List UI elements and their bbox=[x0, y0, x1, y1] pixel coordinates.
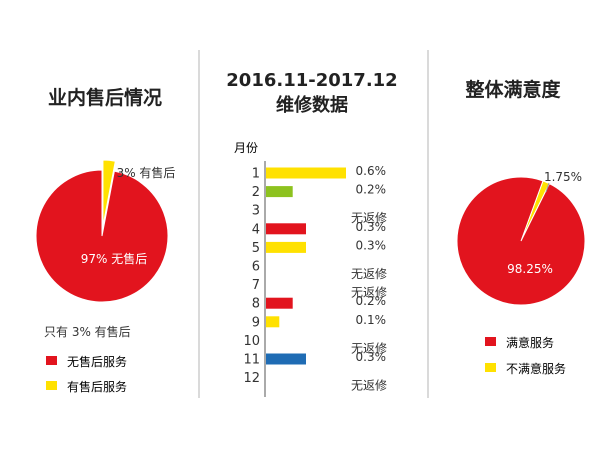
bar-value-label: 无返修 bbox=[351, 378, 387, 393]
bar-month-11 bbox=[266, 353, 306, 365]
legend-swatch-unsatisfied bbox=[485, 363, 496, 372]
bar-month-8 bbox=[266, 297, 293, 309]
slice-leader-line bbox=[545, 182, 550, 193]
bar-value-label: 无返修 bbox=[351, 340, 387, 355]
pie-chart-satisfaction: 整体满意度 98.25% 1.75% 满意服务 不满意服务 bbox=[456, 78, 586, 376]
chart-title: 整体满意度 bbox=[465, 78, 561, 101]
pie-chart-aftersales: 业内售后情况 97% 无售后 3% 有售后 只有 3% 有售后 无售后服务 有售… bbox=[35, 86, 176, 394]
month-tick-label: 5 bbox=[252, 241, 260, 256]
month-tick-label: 12 bbox=[243, 371, 260, 386]
bar-month-4 bbox=[266, 223, 306, 235]
month-tick-label: 11 bbox=[243, 353, 260, 368]
month-tick-label: 6 bbox=[252, 260, 260, 275]
bar-value-label: 无返修 bbox=[351, 210, 387, 225]
legend-label-no-service: 无售后服务 bbox=[67, 354, 127, 369]
pie-slices bbox=[35, 159, 169, 303]
pie-slice-1 bbox=[35, 169, 169, 303]
bar-value-label: 0.2% bbox=[356, 294, 387, 308]
bar-value-label: 0.3% bbox=[356, 220, 387, 234]
note-text: 只有 3% 有售后 bbox=[44, 324, 131, 339]
pie-slice-0 bbox=[102, 159, 116, 227]
slice-label-no-service: 97% 无售后 bbox=[81, 251, 148, 266]
legend-label-unsatisfied: 不满意服务 bbox=[506, 361, 566, 376]
y-axis-label: 月份 bbox=[234, 141, 258, 155]
bar-value-label: 0.3% bbox=[356, 350, 387, 364]
slice-label-unsatisfied: 1.75% bbox=[544, 170, 582, 184]
legend-swatch-no-service bbox=[46, 356, 57, 365]
bar-month-9 bbox=[266, 316, 280, 328]
month-tick-label: 10 bbox=[243, 334, 260, 349]
month-tick-label: 1 bbox=[252, 167, 260, 182]
month-tick-label: 3 bbox=[252, 204, 260, 219]
legend-swatch-satisfied bbox=[485, 337, 496, 346]
pie-slice-1 bbox=[456, 176, 586, 306]
bar-value-label: 0.3% bbox=[356, 238, 387, 252]
bar-month-5 bbox=[266, 241, 306, 253]
bar-value-label: 无返修 bbox=[351, 266, 387, 281]
chart-title-line-2: 维修数据 bbox=[276, 94, 348, 116]
bar-value-label: 0.6% bbox=[356, 164, 387, 178]
slice-label-with-service: 3% 有售后 bbox=[117, 165, 176, 180]
bar-month-2 bbox=[266, 186, 293, 198]
bar-chart-repairs: 2016.11-2017.12 维修数据 月份 1 0.6% 2 0.2% 3 无返修 4 0… bbox=[226, 70, 398, 397]
bar-value-label: 0.2% bbox=[356, 183, 387, 197]
bar-value-label: 0.1% bbox=[356, 313, 387, 327]
bar-series: 1 0.6% 2 0.2% 3 无返修 4 0.3% 5 0.3% 6 无返修 7 无返修 8 0.2% 9 0.… bbox=[243, 164, 387, 393]
month-tick-label: 7 bbox=[252, 278, 260, 293]
bar-value-label: 无返修 bbox=[351, 285, 387, 300]
pie-slices bbox=[456, 176, 586, 306]
bar-month-1 bbox=[266, 167, 346, 179]
month-tick-label: 9 bbox=[252, 315, 260, 330]
legend-swatch-with-service bbox=[46, 381, 57, 390]
month-tick-label: 8 bbox=[252, 297, 260, 312]
chart-title: 业内售后情况 bbox=[48, 86, 162, 109]
chart-title-line-1: 2016.11-2017.12 bbox=[226, 70, 397, 91]
legend-label-with-service: 有售后服务 bbox=[67, 379, 127, 394]
month-tick-label: 4 bbox=[252, 222, 260, 237]
slice-label-satisfied: 98.25% bbox=[507, 262, 553, 276]
legend-label-satisfied: 满意服务 bbox=[506, 335, 554, 350]
month-tick-label: 2 bbox=[252, 185, 260, 200]
